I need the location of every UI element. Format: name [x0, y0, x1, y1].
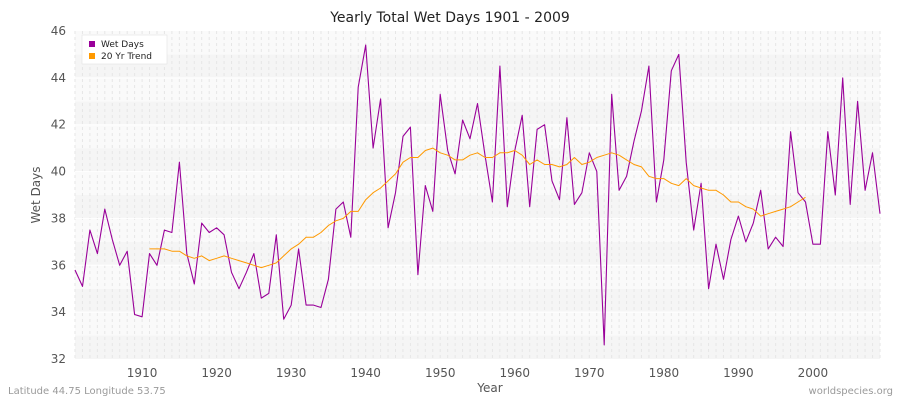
grid-band — [75, 335, 880, 359]
plot-area: Wet Days 20 Yr Trend — [74, 31, 881, 359]
footer-location: Latitude 44.75 Longitude 53.75 — [8, 386, 166, 397]
legend-swatch — [89, 41, 95, 47]
x-tick-label: 1950 — [425, 366, 456, 380]
series-line-wet-days — [74, 44, 881, 346]
x-tick-label: 1970 — [574, 366, 605, 380]
series-line-trend — [149, 147, 806, 269]
x-tick-label: 1920 — [201, 366, 232, 380]
y-axis-label: Wet Days — [29, 166, 43, 223]
y-tick-label: 46 — [51, 24, 66, 38]
grid-band — [75, 31, 880, 55]
y-tick-label: 44 — [51, 71, 66, 85]
x-axis-ticks: 1910 1920 1930 1940 1950 1960 1970 1980 1990 2000 — [127, 366, 828, 380]
legend-box — [81, 34, 168, 65]
grid-band — [75, 312, 880, 336]
grid-band — [75, 101, 880, 125]
x-tick-label: 1990 — [723, 366, 754, 380]
grid-band — [75, 124, 880, 149]
y-tick-label: 32 — [51, 352, 66, 366]
x-tick-label: 1960 — [499, 366, 530, 380]
legend-label: 20 Yr Trend — [101, 52, 152, 62]
y-tick-label: 36 — [51, 258, 66, 272]
grid-band — [75, 288, 880, 313]
y-axis-ticks: 32 34 36 38 40 42 44 46 — [51, 24, 66, 366]
x-axis-label: Year — [476, 381, 502, 395]
x-tick-label: 1930 — [276, 366, 307, 380]
x-tick-label: 1940 — [350, 366, 381, 380]
y-tick-label: 42 — [51, 118, 66, 132]
legend-swatch — [89, 53, 95, 59]
y-tick-label: 40 — [51, 165, 66, 179]
x-tick-label: 1980 — [649, 366, 680, 380]
series-layer — [74, 44, 881, 346]
y-tick-label: 38 — [51, 211, 66, 225]
x-tick-label: 1910 — [127, 366, 158, 380]
y-tick-label: 34 — [51, 305, 66, 319]
chart-title: Yearly Total Wet Days 1901 - 2009 — [329, 10, 570, 26]
legend: Wet Days 20 Yr Trend — [81, 34, 168, 65]
legend-label: Wet Days — [101, 40, 144, 50]
footer-site: worldspecies.org — [809, 386, 893, 397]
x-tick-label: 2000 — [798, 366, 829, 380]
grid-band — [75, 77, 880, 102]
